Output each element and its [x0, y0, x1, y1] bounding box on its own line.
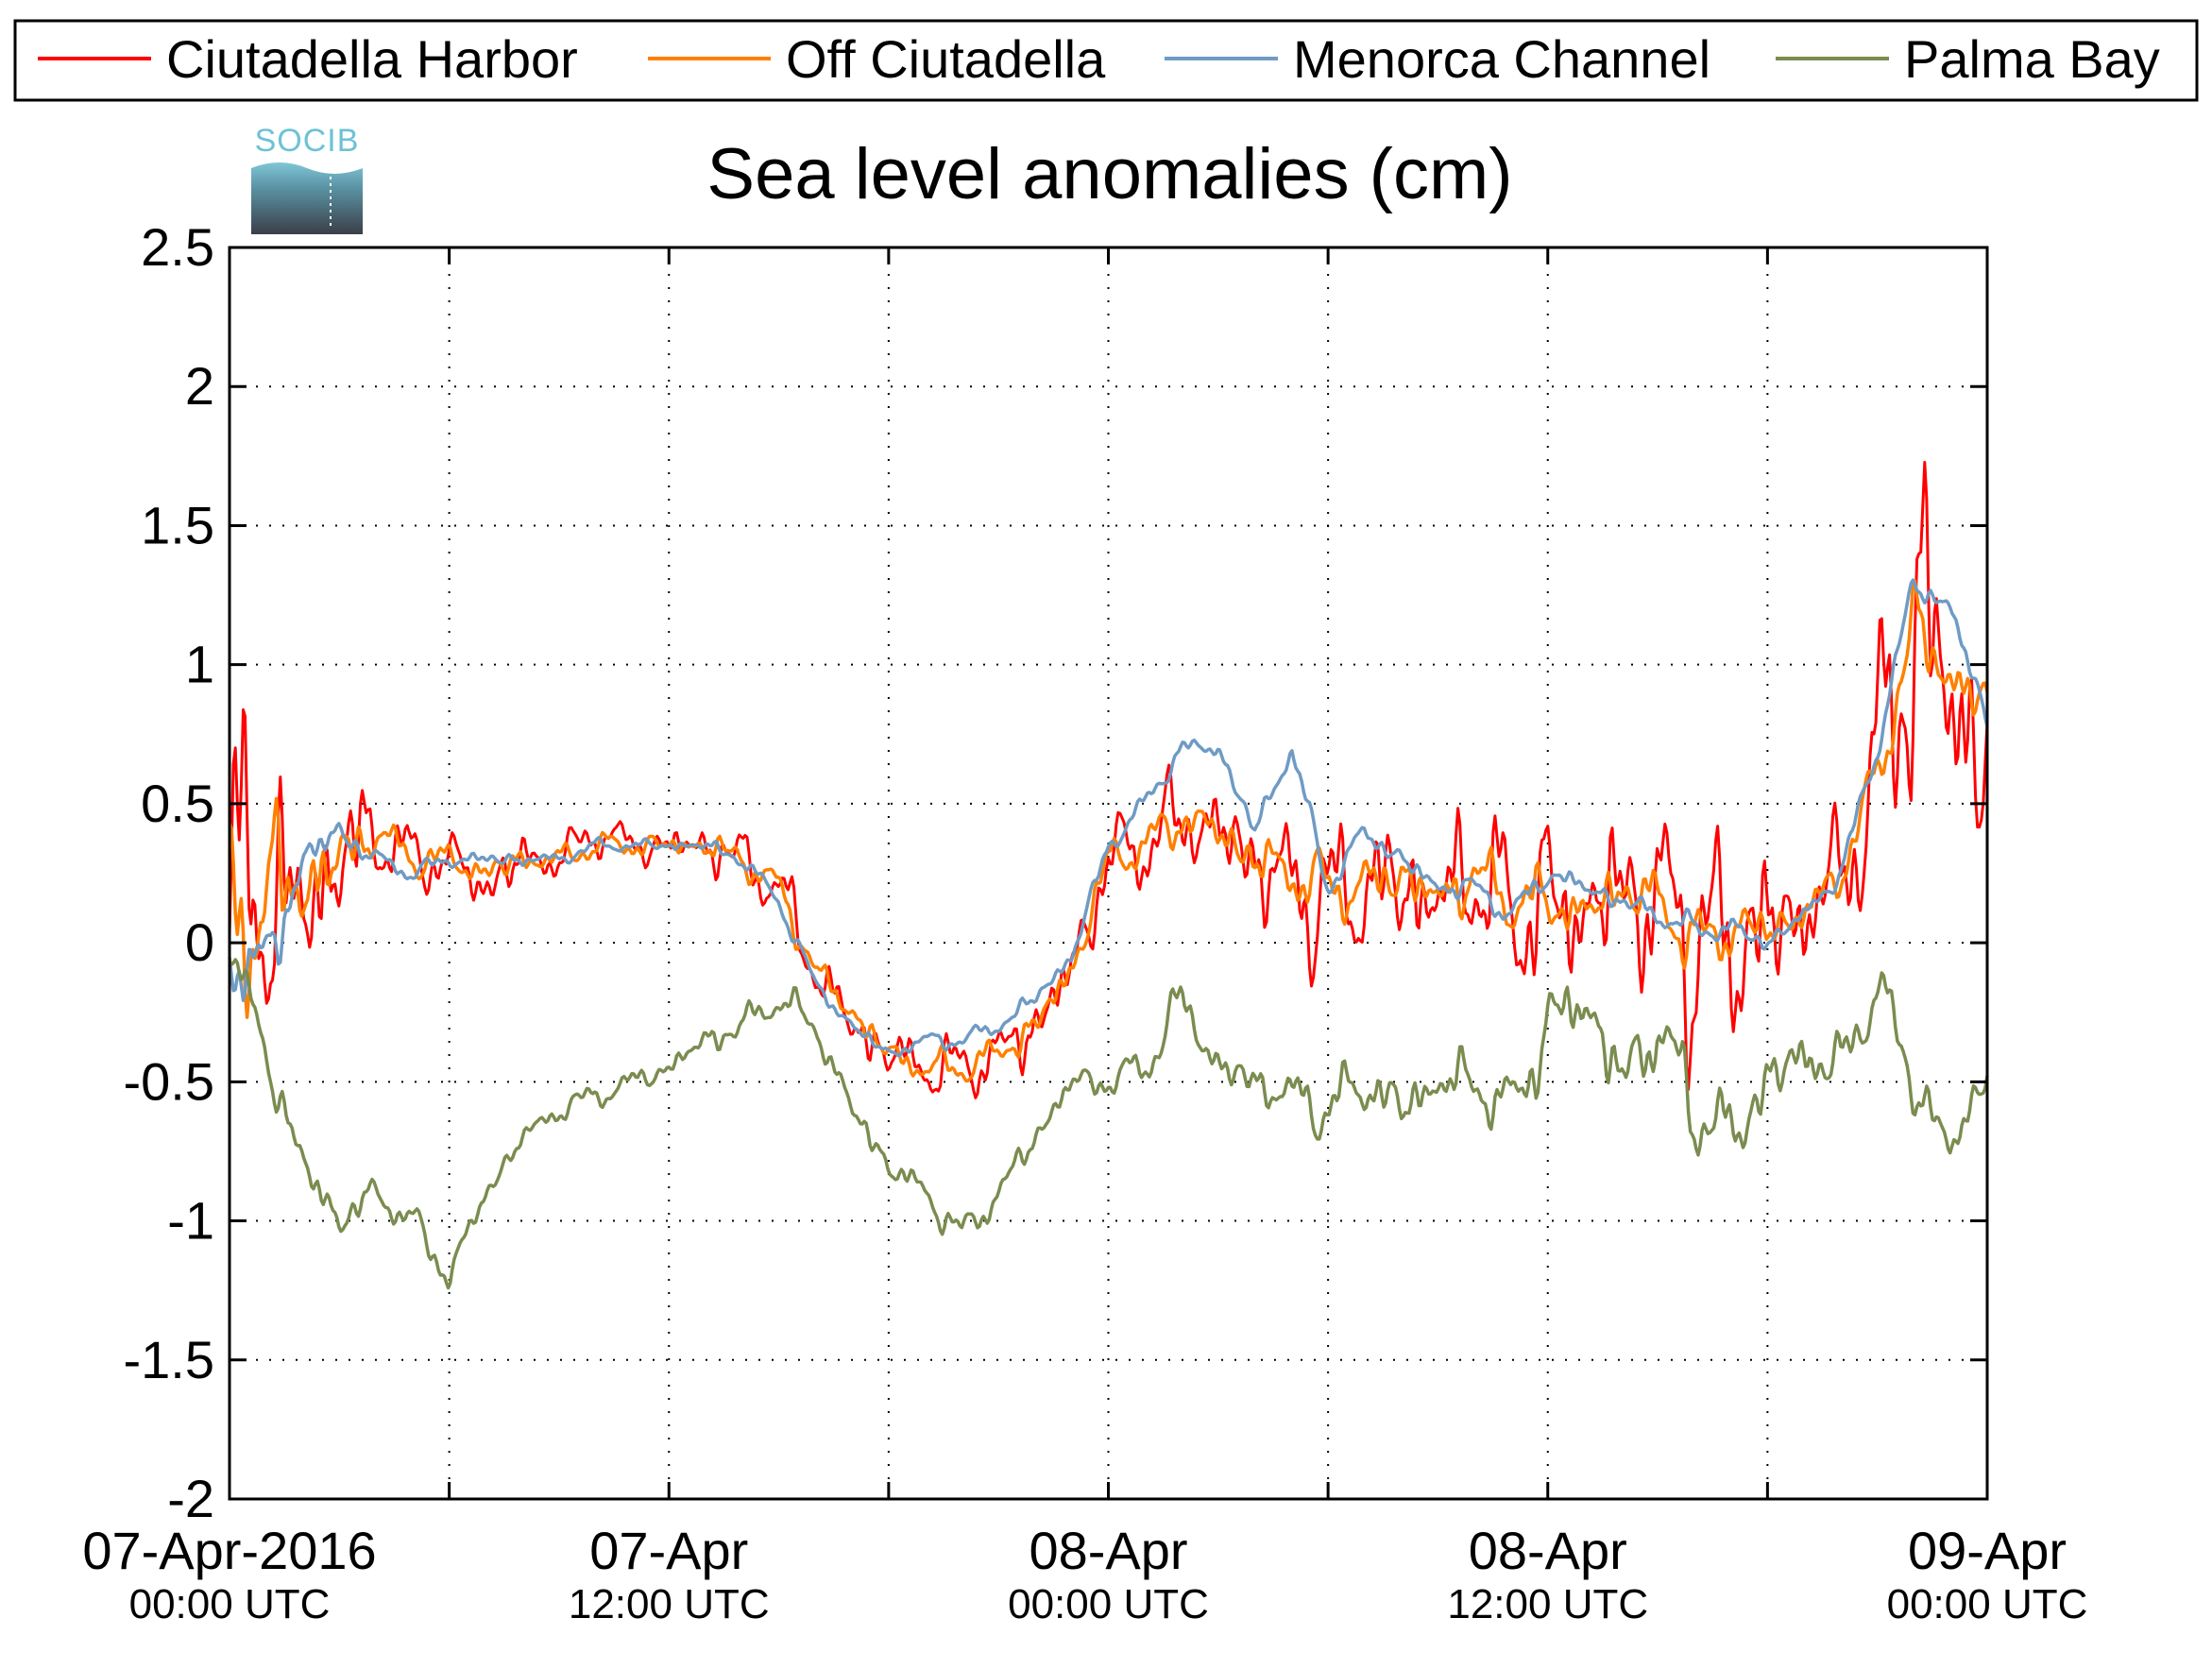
series-line-ciutadella-harbor [228, 461, 1989, 1099]
legend-label: Menorca Channel [1293, 29, 1710, 89]
x-tick-label: 07-Apr-2016 [82, 1521, 376, 1580]
y-tick-label: -1 [167, 1191, 214, 1251]
y-tick-label: 0.5 [141, 774, 214, 833]
x-tick-sublabel: 00:00 UTC [1008, 1581, 1209, 1627]
series-line-off-ciutadella [228, 579, 1989, 1083]
y-tick-label: -1.5 [124, 1330, 215, 1389]
y-tick-label: 1.5 [141, 495, 214, 554]
x-tick-label: 08-Apr [1029, 1521, 1187, 1580]
legend: Ciutadella Harbor Off Ciutadella Menorca C… [13, 19, 2199, 102]
plot-area: 2.521.510.50-0.5-1-1.5-207-Apr-201600:00… [82, 217, 2087, 1627]
y-tick-label: 0 [185, 912, 214, 972]
x-tick-label: 09-Apr [1908, 1521, 2067, 1580]
y-tick-label: 2.5 [141, 217, 214, 277]
y-tick-label: -2 [167, 1469, 214, 1528]
logo-text: SOCIB [255, 123, 360, 159]
chart-title: Sea level anomalies (cm) [706, 134, 1512, 214]
y-tick-label: 1 [185, 635, 214, 694]
series-line-palma-bay [228, 958, 1989, 1290]
socib-logo: SOCIB [251, 123, 363, 234]
series-line-menorca-channel [228, 578, 1989, 1058]
legend-label: Off Ciutadella [786, 29, 1106, 89]
x-tick-sublabel: 12:00 UTC [569, 1581, 770, 1627]
x-tick-sublabel: 00:00 UTC [129, 1581, 331, 1627]
x-tick-sublabel: 12:00 UTC [1447, 1581, 1648, 1627]
y-tick-label: 2 [185, 356, 214, 416]
x-tick-sublabel: 00:00 UTC [1887, 1581, 2088, 1627]
legend-label: Palma Bay [1904, 29, 2160, 89]
y-tick-label: -0.5 [124, 1051, 215, 1111]
x-tick-label: 08-Apr [1469, 1521, 1627, 1580]
x-tick-label: 07-Apr [589, 1521, 748, 1580]
legend-label: Ciutadella Harbor [166, 29, 578, 89]
